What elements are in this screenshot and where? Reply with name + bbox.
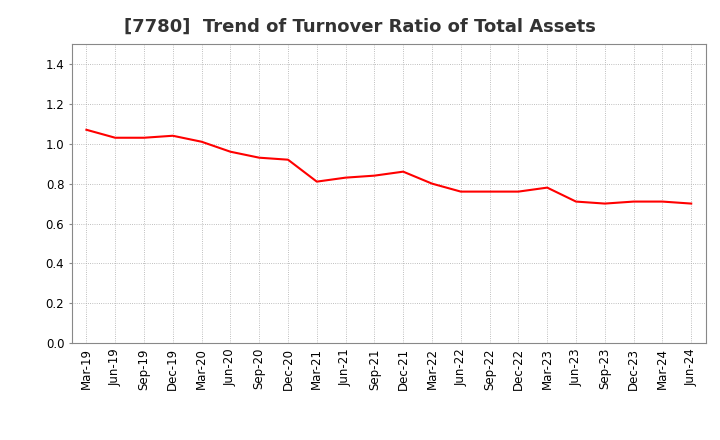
Text: [7780]  Trend of Turnover Ratio of Total Assets: [7780] Trend of Turnover Ratio of Total … [124, 18, 596, 36]
